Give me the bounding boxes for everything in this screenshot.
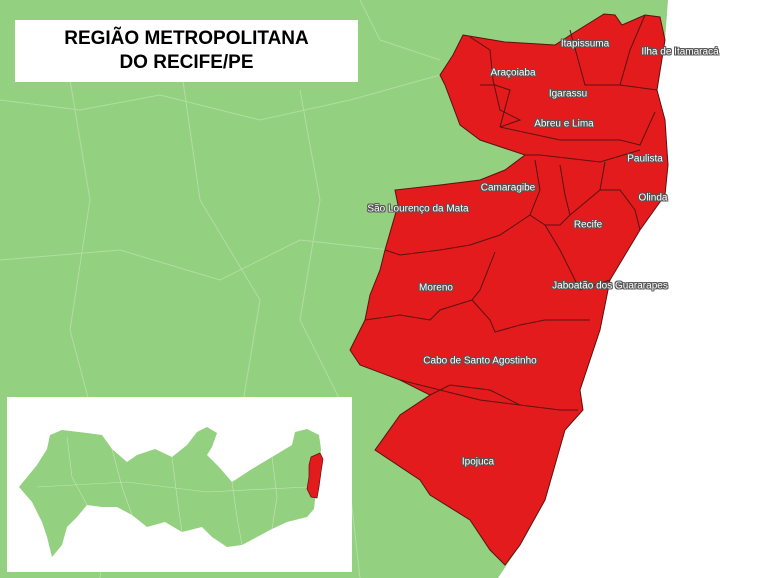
label-ilha-de-itamaraca: Ilha de Itamaracá	[641, 46, 719, 58]
state-pernambuco	[19, 427, 321, 557]
municipal-borders	[364, 14, 658, 411]
label-ipojuca: Ipojuca	[461, 456, 495, 468]
title-line-2: DO RECIFE/PE	[119, 52, 254, 73]
map-title: REGIÃO METROPOLITANA DO RECIFE/PE	[15, 20, 358, 82]
label-recife: Recife	[573, 219, 603, 231]
metro-region	[349, 13, 669, 566]
label-olinda: Olinda	[638, 192, 668, 204]
label-camaragibe: Camaragibe	[480, 182, 536, 194]
label-cabo-de-santo-agostinho: Cabo de Santo Agostinho	[423, 355, 537, 367]
ocean	[498, 0, 777, 578]
label-sao-lourenco-da-mata: São Lourenço da Mata	[367, 203, 469, 215]
title-line-1: REGIÃO METROPOLITANA	[64, 28, 309, 49]
inset-metro-region	[306, 452, 324, 499]
label-paulista: Paulista	[627, 153, 663, 165]
label-jaboatao-dos-guararapes: Jaboatão dos Guararapes	[552, 280, 668, 292]
label-igarassu: Igarassu	[548, 88, 588, 100]
label-aracoiaba: Araçoiaba	[490, 67, 536, 79]
inset-map-svg	[19, 427, 324, 557]
label-moreno: Moreno	[419, 282, 453, 294]
label-itapissuma: Itapissuma	[560, 38, 610, 50]
inset-locator-map	[7, 397, 352, 572]
label-abreu-e-lima: Abreu e Lima	[534, 118, 594, 130]
inset-internal-borders	[36, 436, 308, 546]
